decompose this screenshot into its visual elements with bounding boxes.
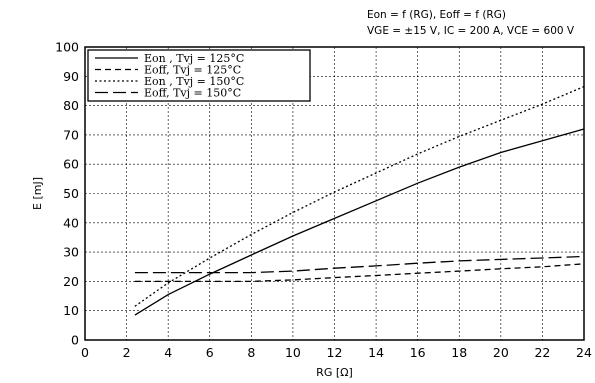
legend-entry-2: Eoff, Tvj = 125°C [144, 64, 241, 77]
legend-entry-3: Eon , Tvj = 150°C [144, 75, 244, 88]
y-tick-label: 80 [63, 98, 79, 113]
y-tick-label: 50 [63, 186, 79, 201]
series-lines [134, 86, 585, 316]
x-tick-label: 4 [164, 345, 172, 360]
x-tick-label: 22 [534, 345, 550, 360]
y-tick-label: 10 [63, 303, 79, 318]
y-tick-label: 40 [63, 215, 79, 230]
x-tick-label: 20 [493, 345, 509, 360]
y-tick-label: 60 [63, 157, 79, 172]
x-axis-label: RG [Ω] [316, 366, 353, 379]
x-tick-label: 14 [368, 345, 384, 360]
x-tick-label: 0 [81, 345, 89, 360]
y-tick-label: 20 [63, 274, 79, 289]
x-tick-label: 16 [410, 345, 426, 360]
series-line-3 [134, 86, 585, 307]
legend-entry-1: Eon , Tvj = 125°C [144, 52, 244, 65]
series-line-2 [134, 263, 585, 283]
series-line-4 [134, 255, 585, 274]
x-tick-label: 6 [206, 345, 214, 360]
x-tick-label: 12 [327, 345, 343, 360]
x-tick-label: 18 [451, 345, 467, 360]
x-tick-label: 8 [247, 345, 255, 360]
chart-subtitle-line-2: VGE = ±15 V, IC = 200 A, VCE = 600 V [367, 25, 575, 37]
series-line-1 [134, 128, 585, 316]
y-tick-label: 70 [63, 127, 79, 142]
axis-ticks: 0 2 4 6 8 10 12 14 16 18 20 22 240102030405060708090… [55, 40, 592, 361]
legend-entry-4: Eoff, Tvj = 150°C [144, 87, 241, 100]
y-tick-label: 100 [55, 40, 79, 55]
x-tick-label: 24 [576, 345, 592, 360]
x-tick-label: 10 [285, 345, 301, 360]
y-tick-label: 0 [71, 333, 79, 348]
y-tick-label: 30 [63, 245, 79, 260]
x-tick-label: 2 [123, 345, 131, 360]
y-axis-label: E [mJ] [31, 177, 44, 210]
chart-subtitle-line-1: Eon = f (RG), Eoff = f (RG) [367, 9, 506, 21]
y-tick-label: 90 [63, 69, 79, 84]
plot-frame [84, 46, 585, 341]
